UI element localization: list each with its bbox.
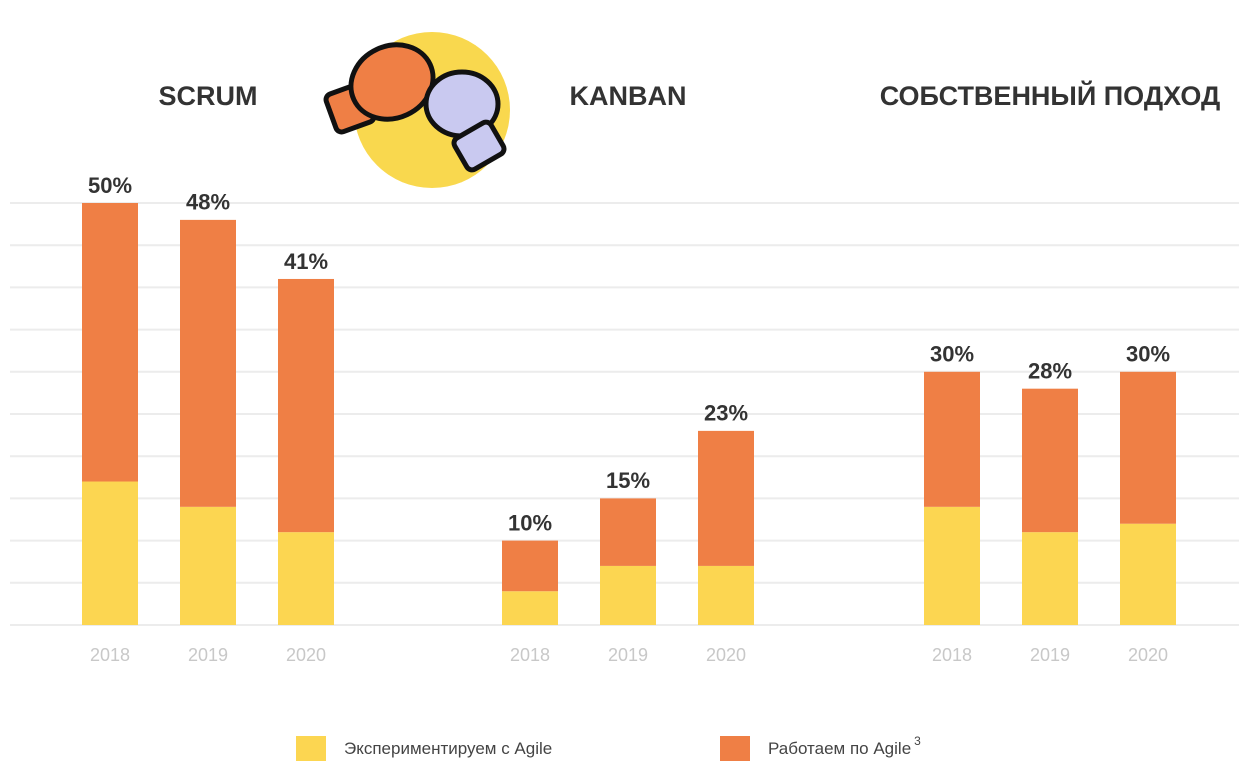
x-tick-label: 2020 — [706, 645, 746, 665]
bar-segment — [180, 219, 236, 507]
bar-segment — [82, 481, 138, 625]
bar-segment — [698, 430, 754, 566]
bar-segment — [502, 591, 558, 625]
bar-segment — [924, 506, 980, 625]
bar-segment — [924, 371, 980, 507]
total-label: 48% — [186, 190, 230, 215]
bar-segment — [1022, 388, 1078, 533]
total-label: 30% — [930, 342, 974, 367]
total-label: 41% — [284, 249, 328, 274]
x-tick-label: 2020 — [1128, 645, 1168, 665]
x-tick-label: 2019 — [1030, 645, 1070, 665]
bar-segment — [1120, 371, 1176, 524]
gloves-icon — [323, 32, 510, 188]
bar-segment — [502, 540, 558, 592]
group-title: SCRUM — [159, 81, 258, 111]
legend-footnote: 3 — [914, 734, 921, 748]
legend-label: Работаем по Agile 3 — [768, 734, 921, 758]
total-label: 28% — [1028, 358, 1072, 383]
legend-swatch — [720, 736, 750, 761]
x-tick-label: 2019 — [608, 645, 648, 665]
bar-segment — [278, 278, 334, 533]
bar-segment — [698, 565, 754, 625]
bar-segment — [278, 532, 334, 625]
x-tick-label: 2019 — [188, 645, 228, 665]
x-tick-label: 2018 — [510, 645, 550, 665]
bar-segment — [82, 203, 138, 482]
group-title: СОБСТВЕННЫЙ ПОДХОД — [880, 80, 1221, 111]
total-label: 10% — [508, 510, 552, 535]
bar-segment — [600, 565, 656, 625]
legend-name: Работаем по Agile — [768, 739, 911, 758]
total-label: 23% — [704, 401, 748, 426]
x-tick-label: 2018 — [90, 645, 130, 665]
legend-swatch — [296, 736, 326, 761]
bar-segment — [1022, 532, 1078, 625]
legend-name: Экспериментируем с Agile — [344, 739, 552, 758]
total-label: 15% — [606, 468, 650, 493]
x-tick-label: 2020 — [286, 645, 326, 665]
x-tick-label: 2018 — [932, 645, 972, 665]
total-label: 50% — [88, 173, 132, 198]
bar-segment — [1120, 523, 1176, 625]
bar-segment — [600, 498, 656, 566]
legend-label: Экспериментируем с Agile — [344, 739, 552, 758]
total-label: 30% — [1126, 342, 1170, 367]
bar-segment — [180, 506, 236, 625]
group-title: KANBAN — [570, 81, 687, 111]
